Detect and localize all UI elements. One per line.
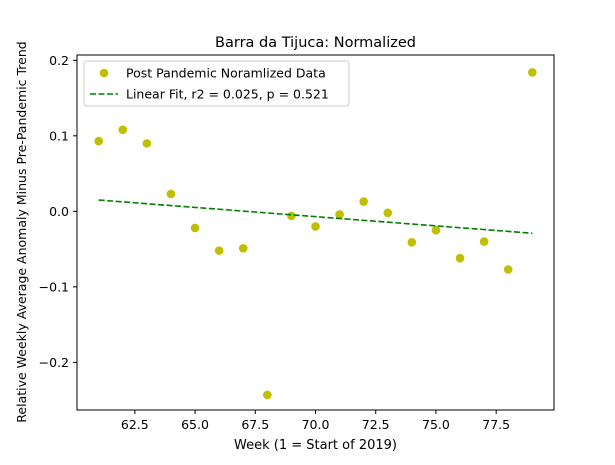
data-point — [455, 253, 465, 263]
axes: 62.5 65.0 67.5 70.0 72.5 75.0 77.5 −0.2 −0.1 0.0 0… — [39, 53, 555, 432]
plot-area — [94, 68, 537, 400]
y-tick-label: −0.2 — [39, 355, 69, 370]
y-tick-label: 0.0 — [49, 204, 69, 219]
chart-title: Barra da Tijuca: Normalized — [215, 35, 416, 51]
data-point — [431, 225, 441, 235]
data-point — [142, 139, 152, 148]
x-tick-label: 75.0 — [422, 417, 450, 432]
x-axis-label: Week (1 = Start of 2019) — [234, 438, 397, 453]
data-point — [383, 208, 393, 218]
fit-line — [98, 199, 533, 235]
data-point — [528, 68, 537, 77]
legend-label: Linear Fit, r2 = 0.025, p = 0.521 — [126, 87, 329, 102]
data-point — [359, 197, 368, 206]
y-tick-label: −0.1 — [39, 279, 69, 294]
y-axis-label: Relative Weekly Average Anomaly Minus Pr… — [14, 41, 29, 422]
x-tick-label: 62.5 — [121, 417, 149, 432]
y-tick-label: 0.2 — [49, 53, 69, 68]
data-point — [287, 211, 296, 221]
data-point — [214, 246, 224, 255]
data-point — [118, 125, 128, 135]
x-tick-label: 67.5 — [241, 417, 269, 432]
data-point — [311, 222, 320, 231]
legend-point-marker — [99, 68, 109, 78]
data-point — [263, 390, 272, 400]
data-point — [190, 223, 200, 233]
data-point — [335, 210, 344, 219]
y-tick-label: 0.1 — [49, 128, 69, 143]
data-point — [238, 244, 248, 253]
data-point — [503, 265, 513, 274]
legend-label: Post Pandemic Noramlized Data — [126, 66, 326, 81]
legend: Post Pandemic Noramlized Data Linear Fit,… — [83, 60, 350, 107]
data-point — [166, 189, 176, 199]
x-tick-label: 77.5 — [482, 417, 510, 432]
legend-box — [83, 60, 350, 107]
x-tick-label: 70.0 — [302, 417, 330, 432]
data-point — [407, 238, 417, 247]
data-point — [479, 237, 489, 246]
x-tick-label: 65.0 — [181, 417, 209, 432]
x-tick-label: 72.5 — [362, 417, 390, 432]
data-point — [94, 136, 103, 146]
plot-frame — [76, 54, 555, 411]
